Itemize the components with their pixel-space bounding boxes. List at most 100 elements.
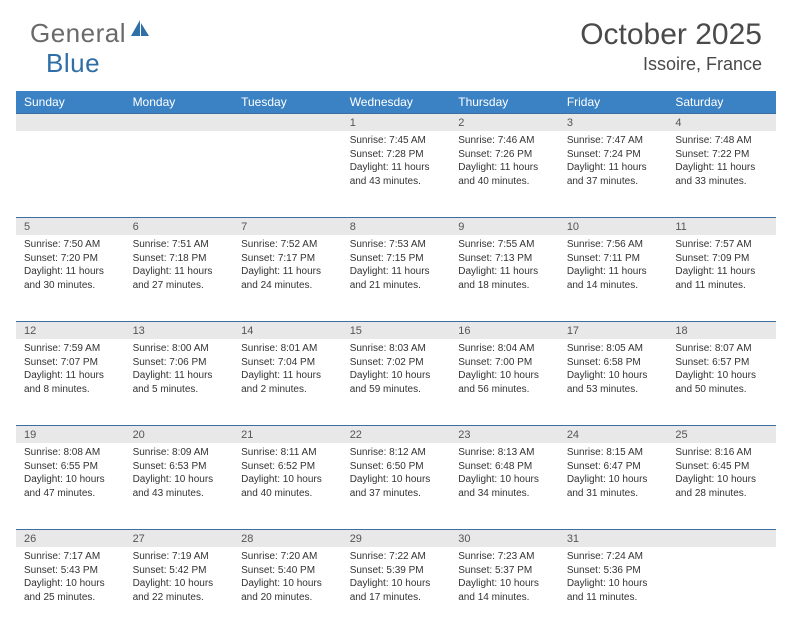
sunrise: Sunrise: 7:20 AM (241, 550, 334, 564)
calendar-cell: Sunrise: 8:16 AMSunset: 6:45 PMDaylight:… (667, 443, 776, 529)
cell-content: Sunrise: 7:50 AMSunset: 7:20 PMDaylight:… (16, 235, 125, 298)
sunset: Sunset: 6:57 PM (675, 356, 768, 370)
daylight: Daylight: 10 hours and 31 minutes. (567, 473, 660, 500)
sunset: Sunset: 7:26 PM (458, 148, 551, 162)
daylight: Daylight: 10 hours and 56 minutes. (458, 369, 551, 396)
sunrise: Sunrise: 8:16 AM (675, 446, 768, 460)
sail-icon (129, 18, 151, 43)
calendar-cell: Sunrise: 8:04 AMSunset: 7:00 PMDaylight:… (450, 339, 559, 425)
calendar-cell: Sunrise: 7:56 AMSunset: 7:11 PMDaylight:… (559, 235, 668, 321)
day-number: 16 (450, 321, 559, 339)
day-number: 5 (16, 217, 125, 235)
sunset: Sunset: 7:20 PM (24, 252, 117, 266)
calendar-cell: Sunrise: 8:09 AMSunset: 6:53 PMDaylight:… (125, 443, 234, 529)
calendar-cell: Sunrise: 8:11 AMSunset: 6:52 PMDaylight:… (233, 443, 342, 529)
day-number: 18 (667, 321, 776, 339)
sunset: Sunset: 7:18 PM (133, 252, 226, 266)
daynum-row: 12131415161718 (16, 321, 776, 339)
day-number: 12 (16, 321, 125, 339)
calendar-cell: Sunrise: 8:05 AMSunset: 6:58 PMDaylight:… (559, 339, 668, 425)
sunset: Sunset: 7:02 PM (350, 356, 443, 370)
daylight: Daylight: 10 hours and 40 minutes. (241, 473, 334, 500)
sunset: Sunset: 7:22 PM (675, 148, 768, 162)
calendar-cell: Sunrise: 7:52 AMSunset: 7:17 PMDaylight:… (233, 235, 342, 321)
daylight: Daylight: 11 hours and 37 minutes. (567, 161, 660, 188)
month-title: October 2025 (580, 18, 762, 52)
sunrise: Sunrise: 8:05 AM (567, 342, 660, 356)
calendar-cell: Sunrise: 8:12 AMSunset: 6:50 PMDaylight:… (342, 443, 451, 529)
content-row: Sunrise: 7:50 AMSunset: 7:20 PMDaylight:… (16, 235, 776, 321)
sunrise: Sunrise: 7:55 AM (458, 238, 551, 252)
daylight: Daylight: 10 hours and 17 minutes. (350, 577, 443, 604)
header: General October 2025 Issoire, France (0, 0, 792, 83)
day-number: 23 (450, 425, 559, 443)
day-number: 13 (125, 321, 234, 339)
daylight: Daylight: 11 hours and 11 minutes. (675, 265, 768, 292)
brand-part1: General (30, 18, 126, 49)
sunset: Sunset: 7:24 PM (567, 148, 660, 162)
day-number: 20 (125, 425, 234, 443)
day-number: 22 (342, 425, 451, 443)
daylight: Daylight: 10 hours and 25 minutes. (24, 577, 117, 604)
daylight: Daylight: 11 hours and 43 minutes. (350, 161, 443, 188)
daylight: Daylight: 10 hours and 14 minutes. (458, 577, 551, 604)
brand-part2-wrap: Blue (46, 48, 100, 79)
location: Issoire, France (580, 54, 762, 75)
day-number (16, 113, 125, 131)
calendar-cell: Sunrise: 7:20 AMSunset: 5:40 PMDaylight:… (233, 547, 342, 633)
day-number: 6 (125, 217, 234, 235)
sunset: Sunset: 7:28 PM (350, 148, 443, 162)
sunrise: Sunrise: 7:47 AM (567, 134, 660, 148)
sunrise: Sunrise: 8:13 AM (458, 446, 551, 460)
sunrise: Sunrise: 7:46 AM (458, 134, 551, 148)
brand-part2: Blue (46, 48, 100, 78)
calendar-cell: Sunrise: 7:19 AMSunset: 5:42 PMDaylight:… (125, 547, 234, 633)
daylight: Daylight: 10 hours and 34 minutes. (458, 473, 551, 500)
weekday-header: Monday (125, 91, 234, 113)
day-number: 14 (233, 321, 342, 339)
daylight: Daylight: 10 hours and 37 minutes. (350, 473, 443, 500)
weekday-header: Saturday (667, 91, 776, 113)
daynum-row: 19202122232425 (16, 425, 776, 443)
content-row: Sunrise: 7:17 AMSunset: 5:43 PMDaylight:… (16, 547, 776, 633)
sunset: Sunset: 6:48 PM (458, 460, 551, 474)
cell-content: Sunrise: 7:45 AMSunset: 7:28 PMDaylight:… (342, 131, 451, 194)
cell-content: Sunrise: 8:03 AMSunset: 7:02 PMDaylight:… (342, 339, 451, 402)
sunset: Sunset: 6:52 PM (241, 460, 334, 474)
sunset: Sunset: 6:45 PM (675, 460, 768, 474)
sunset: Sunset: 6:58 PM (567, 356, 660, 370)
calendar-cell: Sunrise: 7:59 AMSunset: 7:07 PMDaylight:… (16, 339, 125, 425)
sunset: Sunset: 7:15 PM (350, 252, 443, 266)
sunset: Sunset: 5:36 PM (567, 564, 660, 578)
day-number: 24 (559, 425, 668, 443)
sunset: Sunset: 7:09 PM (675, 252, 768, 266)
day-number: 25 (667, 425, 776, 443)
sunrise: Sunrise: 7:52 AM (241, 238, 334, 252)
sunset: Sunset: 7:00 PM (458, 356, 551, 370)
calendar-cell: Sunrise: 8:07 AMSunset: 6:57 PMDaylight:… (667, 339, 776, 425)
sunset: Sunset: 7:17 PM (241, 252, 334, 266)
cell-content: Sunrise: 8:08 AMSunset: 6:55 PMDaylight:… (16, 443, 125, 506)
calendar-cell (125, 131, 234, 217)
cell-content: Sunrise: 8:00 AMSunset: 7:06 PMDaylight:… (125, 339, 234, 402)
sunset: Sunset: 6:50 PM (350, 460, 443, 474)
sunset: Sunset: 5:43 PM (24, 564, 117, 578)
cell-content: Sunrise: 8:01 AMSunset: 7:04 PMDaylight:… (233, 339, 342, 402)
cell-content: Sunrise: 8:09 AMSunset: 6:53 PMDaylight:… (125, 443, 234, 506)
sunrise: Sunrise: 7:23 AM (458, 550, 551, 564)
calendar-cell (667, 547, 776, 633)
day-number: 2 (450, 113, 559, 131)
sunset: Sunset: 7:04 PM (241, 356, 334, 370)
sunrise: Sunrise: 7:24 AM (567, 550, 660, 564)
cell-content: Sunrise: 7:55 AMSunset: 7:13 PMDaylight:… (450, 235, 559, 298)
calendar-cell: Sunrise: 7:48 AMSunset: 7:22 PMDaylight:… (667, 131, 776, 217)
calendar-cell: Sunrise: 7:22 AMSunset: 5:39 PMDaylight:… (342, 547, 451, 633)
day-number: 17 (559, 321, 668, 339)
daylight: Daylight: 11 hours and 33 minutes. (675, 161, 768, 188)
cell-content: Sunrise: 8:04 AMSunset: 7:00 PMDaylight:… (450, 339, 559, 402)
calendar-cell: Sunrise: 8:13 AMSunset: 6:48 PMDaylight:… (450, 443, 559, 529)
sunrise: Sunrise: 7:17 AM (24, 550, 117, 564)
day-number: 27 (125, 529, 234, 547)
daylight: Daylight: 11 hours and 8 minutes. (24, 369, 117, 396)
sunset: Sunset: 7:07 PM (24, 356, 117, 370)
